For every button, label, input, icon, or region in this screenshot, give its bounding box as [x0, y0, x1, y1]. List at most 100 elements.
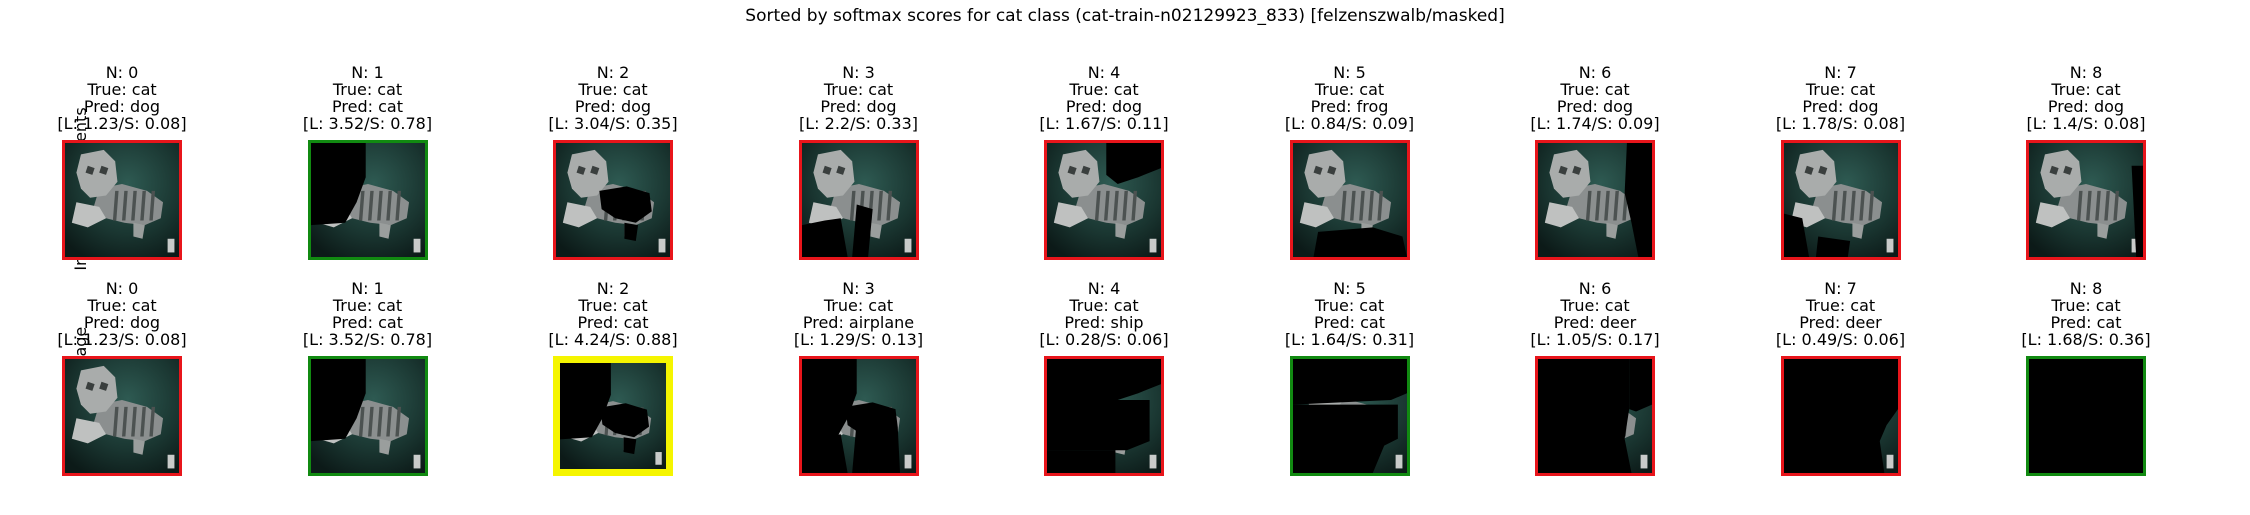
- panel-caption-n: N: 5: [1333, 63, 1366, 82]
- panel-caption-pred: Pred: dog: [820, 97, 897, 116]
- panel-caption-scores: [L: 1.74/S: 0.09]: [1530, 114, 1660, 133]
- panel-caption-pred: Pred: cat: [1314, 313, 1385, 332]
- panel-caption-pred: Pred: dog: [1556, 97, 1634, 116]
- segment-thumbnail: [553, 140, 673, 260]
- segment-thumbnail: [1044, 356, 1164, 476]
- panel-segment-7: N: 7 True: cat Pred: dog [L: 1.78/S: 0.08]: [1741, 63, 1941, 260]
- panel-caption-pred: Pred: cat: [332, 313, 403, 332]
- panel-segment-8: N: 8 True: cat Pred: dog [L: 1.4/S: 0.08]: [1986, 64, 2186, 260]
- panel-caption-true: True: cat: [578, 80, 648, 99]
- panel-caption-scores: [L: 3.52/S: 0.78]: [302, 114, 433, 133]
- panel-caption-true: True: cat: [1560, 296, 1630, 315]
- panel-caption-pred: Pred: cat: [577, 313, 649, 332]
- panel-segment-2: N: 2 True: cat Pred: dog [L: 3.04/S: 0.35]: [513, 63, 713, 260]
- panel-cumulative-6: N: 6 True: cat Pred: deer [L: 1.05/S: 0.17]: [1495, 279, 1695, 476]
- panel-caption-pred: Pred: dog: [574, 97, 652, 116]
- panel-caption-n: N: 8: [2069, 279, 2103, 298]
- segment-thumbnail: [2026, 356, 2146, 476]
- panel-caption-n: N: 7: [1824, 279, 1857, 298]
- panel-caption-n: N: 0: [105, 279, 139, 298]
- panel-caption-true: True: cat: [332, 296, 403, 315]
- panel-segment-6: N: 6 True: cat Pred: dog [L: 1.74/S: 0.09]: [1495, 63, 1695, 260]
- panel-caption-scores: [L: 1.4/S: 0.08]: [2026, 114, 2146, 133]
- segment-thumbnail: [62, 140, 182, 260]
- panel-caption-scores: [L: 1.23/S: 0.08]: [57, 114, 187, 133]
- panel-caption-n: N: 4: [1087, 63, 1121, 82]
- panel-caption-n: N: 1: [351, 63, 384, 82]
- panel-caption-true: True: cat: [87, 296, 157, 315]
- segment-thumbnail: [1780, 140, 1901, 260]
- segment-thumbnail: [62, 356, 182, 476]
- panel-segment-1: N: 1 True: cat Pred: cat [L: 3.52/S: 0.78]: [268, 63, 468, 260]
- panel-caption-n: N: 1: [351, 279, 384, 298]
- panel-caption-pred: Pred: dog: [83, 313, 161, 332]
- segment-thumbnail: [1780, 356, 1901, 476]
- segment-thumbnail: [1535, 356, 1655, 476]
- panel-caption-n: N: 2: [596, 63, 630, 82]
- panel-caption-scores: [L: 1.68/S: 0.36]: [2021, 330, 2151, 349]
- panel-caption-scores: [L: 1.05/S: 0.17]: [1530, 330, 1660, 349]
- panel-caption-scores: [L: 4.24/S: 0.88]: [548, 330, 678, 349]
- segment-thumbnail: [1044, 140, 1164, 260]
- panel-caption-pred: Pred: dog: [2047, 97, 2125, 116]
- panel-caption-scores: [L: 1.67/S: 0.11]: [1039, 114, 1169, 133]
- panel-caption-n: N: 7: [1824, 63, 1857, 82]
- panel-caption-true: True: cat: [2051, 296, 2121, 315]
- segment-thumbnail: [307, 140, 428, 260]
- panel-caption-scores: [L: 1.64/S: 0.31]: [1284, 330, 1415, 349]
- panel-caption-true: True: cat: [2051, 80, 2121, 99]
- panel-caption-scores: [L: 1.29/S: 0.13]: [793, 330, 924, 349]
- panel-segment-4: N: 4 True: cat Pred: dog [L: 1.67/S: 0.11]: [1004, 63, 1204, 260]
- panel-caption-pred: Pred: dog: [1065, 97, 1143, 116]
- panel-caption-n: N: 6: [1578, 63, 1612, 82]
- panel-caption-pred: Pred: cat: [332, 97, 403, 116]
- panel-caption-true: True: cat: [332, 80, 403, 99]
- panel-caption-true: True: cat: [1069, 80, 1139, 99]
- panel-cumulative-0: N: 0 True: cat Pred: dog [L: 1.23/S: 0.08]: [22, 279, 222, 476]
- panel-segment-3: N: 3 True: cat Pred: dog [L: 2.2/S: 0.33]: [759, 63, 959, 260]
- panel-caption-true: True: cat: [823, 80, 894, 99]
- panel-segment-5: N: 5 True: cat Pred: frog [L: 0.84/S: 0.09]: [1250, 63, 1450, 260]
- panel-cumulative-1: N: 1 True: cat Pred: cat [L: 3.52/S: 0.78]: [268, 279, 468, 476]
- panel-caption-scores: [L: 1.78/S: 0.08]: [1775, 114, 1906, 133]
- panel-caption-true: True: cat: [1560, 80, 1630, 99]
- panel-caption-true: True: cat: [1805, 296, 1876, 315]
- panel-caption-true: True: cat: [578, 296, 648, 315]
- panel-caption-n: N: 3: [842, 63, 875, 82]
- panel-caption-true: True: cat: [1314, 296, 1385, 315]
- panel-caption-n: N: 4: [1087, 279, 1121, 298]
- panel-caption-true: True: cat: [1805, 80, 1876, 99]
- panel-caption-pred: Pred: dog: [83, 97, 161, 116]
- panel-caption-scores: [L: 0.49/S: 0.06]: [1775, 330, 1906, 349]
- panel-caption-scores: [L: 0.28/S: 0.06]: [1039, 330, 1169, 349]
- panel-caption-scores: [L: 0.84/S: 0.09]: [1284, 114, 1415, 133]
- segment-thumbnail: [1535, 140, 1655, 260]
- panel-caption-scores: [L: 1.23/S: 0.08]: [57, 330, 187, 349]
- panel-caption-true: True: cat: [1069, 296, 1139, 315]
- panel-cumulative-8: N: 8 True: cat Pred: cat [L: 1.68/S: 0.36]: [1986, 279, 2186, 476]
- panel-caption-pred: Pred: deer: [1553, 313, 1637, 332]
- segment-thumbnail: [553, 356, 673, 476]
- panel-caption-pred: Pred: ship: [1064, 313, 1144, 332]
- panel-caption-true: True: cat: [87, 80, 157, 99]
- panel-caption-pred: Pred: airplane: [802, 313, 915, 332]
- panel-caption-n: N: 6: [1578, 279, 1612, 298]
- panel-cumulative-5: N: 5 True: cat Pred: cat [L: 1.64/S: 0.31]: [1250, 279, 1450, 476]
- panel-caption-scores: [L: 3.52/S: 0.78]: [302, 330, 433, 349]
- panel-caption-scores: [L: 2.2/S: 0.33]: [799, 114, 918, 133]
- panel-caption-pred: Pred: frog: [1310, 97, 1389, 116]
- segment-thumbnail: [798, 140, 919, 260]
- segment-thumbnail: [307, 356, 428, 476]
- panel-cumulative-7: N: 7 True: cat Pred: deer [L: 0.49/S: 0.06]: [1741, 279, 1941, 476]
- segment-thumbnail: [2026, 140, 2146, 260]
- panel-cumulative-2: N: 2 True: cat Pred: cat [L: 4.24/S: 0.88]: [513, 279, 713, 476]
- panel-caption-n: N: 5: [1333, 279, 1366, 298]
- panel-caption-pred: Pred: deer: [1799, 313, 1882, 332]
- panel-cumulative-4: N: 4 True: cat Pred: ship [L: 0.28/S: 0.06]: [1004, 279, 1204, 476]
- panel-caption-true: True: cat: [823, 296, 894, 315]
- panel-caption-n: N: 2: [596, 279, 630, 298]
- panel-caption-pred: Pred: cat: [2050, 313, 2122, 332]
- panel-caption-true: True: cat: [1314, 80, 1385, 99]
- segment-thumbnail: [1289, 140, 1410, 260]
- panel-caption-n: N: 0: [105, 63, 139, 82]
